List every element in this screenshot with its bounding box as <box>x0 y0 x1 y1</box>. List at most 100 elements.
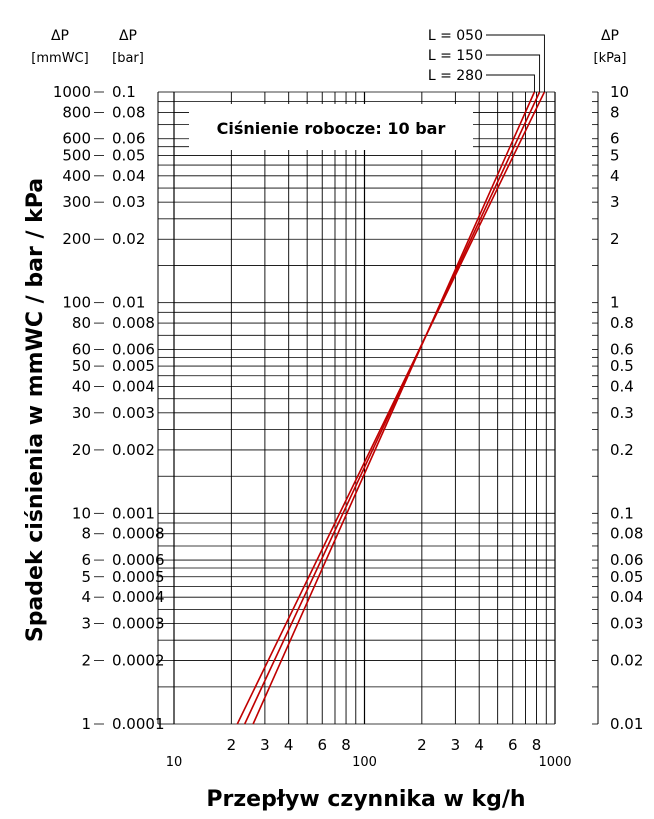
y-tick-label-bar: 0.0008 <box>112 525 165 543</box>
y-tick-label-bar: 0.01 <box>112 294 145 312</box>
header-mmwc-symbol: ΔP <box>51 28 69 44</box>
x-tick-label: 10 <box>166 755 183 770</box>
y-tick-label-kpa: 0.3 <box>610 404 634 422</box>
pressure-label-box <box>189 104 473 150</box>
curve-line <box>236 91 546 725</box>
x-tick-label: 6 <box>317 736 327 754</box>
y-tick-label-kpa: 6 <box>610 130 620 148</box>
y-axis-title: Spadek ciśnienia w mmWC / bar / kPa <box>23 178 48 642</box>
y-tick-label-kpa: 0.04 <box>610 588 643 606</box>
x-tick-label: 2 <box>417 736 427 754</box>
y-tick-label-mmwc: 10 <box>72 504 91 522</box>
y-tick-label-kpa: 0.4 <box>610 377 634 395</box>
x-tick-label: 1000 <box>538 755 571 770</box>
y-tick-label-kpa: 5 <box>610 146 620 164</box>
x-tick-label: 100 <box>352 755 377 770</box>
y-tick-label-kpa: 4 <box>610 167 620 185</box>
y-tick-label-mmwc: 1 <box>81 715 91 733</box>
y-tick-label-bar: 0.003 <box>112 404 155 422</box>
y-tick-label-mmwc: 50 <box>72 357 91 375</box>
curve-label-l150: L = 150 <box>428 48 483 64</box>
y-tick-label-kpa: 0.03 <box>610 614 643 632</box>
y-tick-label-mmwc: 2 <box>81 652 91 670</box>
x-tick-label: 3 <box>260 736 270 754</box>
y-tick-label-bar: 0.03 <box>112 193 145 211</box>
y-tick-label-kpa: 1 <box>610 294 620 312</box>
x-tick-label: 6 <box>508 736 518 754</box>
y-tick-label-bar: 0.1 <box>112 83 136 101</box>
y-tick-label-mmwc: 3 <box>81 614 91 632</box>
y-tick-label-kpa: 8 <box>610 103 620 121</box>
y-tick-label-kpa: 0.02 <box>610 652 643 670</box>
y-tick-label-kpa: 0.8 <box>610 314 634 332</box>
x-tick-label: 3 <box>451 736 461 754</box>
y-tick-labels-bar: 0.1 0.08 0.060.05 0.04 0.03 0.02 0.01 0.008 0.00… <box>112 83 165 733</box>
y-tick-label-mmwc: 80 <box>72 314 91 332</box>
x-tick-label: 8 <box>532 736 542 754</box>
y-tick-label-bar: 0.002 <box>112 441 155 459</box>
y-tick-label-kpa: 0.6 <box>610 340 634 358</box>
x-tick-label: 8 <box>341 736 351 754</box>
y-tick-label-bar: 0.0002 <box>112 652 165 670</box>
curve-leader-line <box>486 34 545 92</box>
y-tick-label-mmwc: 300 <box>62 193 91 211</box>
y-tick-label-bar: 0.0003 <box>112 614 165 632</box>
y-tick-label-mmwc: 600 <box>62 130 91 148</box>
y-tick-label-bar: 0.0006 <box>112 551 165 569</box>
curve-leader-line <box>486 54 541 92</box>
y-tick-label-bar: 0.0004 <box>112 588 165 606</box>
header-kpa-symbol: ΔP <box>601 28 619 44</box>
curve-label-leaders <box>486 34 545 92</box>
pressure-label: Ciśnienie robocze: 10 bar <box>217 119 446 138</box>
y-tick-label-mmwc: 400 <box>62 167 91 185</box>
y-tick-label-kpa: 0.06 <box>610 551 643 569</box>
y-tick-label-mmwc: 8 <box>81 525 91 543</box>
y-tick-label-bar: 0.06 <box>112 130 145 148</box>
y-tick-label-bar: 0.02 <box>112 230 145 248</box>
y-tick-label-bar: 0.004 <box>112 377 155 395</box>
axis-ticks <box>94 91 599 725</box>
x-tick-label: 4 <box>474 736 484 754</box>
y-tick-label-kpa: 2 <box>610 230 620 248</box>
y-tick-label-kpa: 3 <box>610 193 620 211</box>
y-tick-label-kpa: 0.2 <box>610 441 634 459</box>
y-tick-label-mmwc: 4 <box>81 588 91 606</box>
y-tick-label-mmwc: 60 <box>72 340 91 358</box>
y-tick-label-mmwc: 1000 <box>53 83 91 101</box>
curve-label-l280: L = 280 <box>428 68 483 84</box>
y-tick-label-bar: 0.05 <box>112 146 145 164</box>
y-tick-label-mmwc: 5 <box>81 568 91 586</box>
header-mmwc-unit: [mmWC] <box>31 51 88 66</box>
y-tick-label-kpa: 0.5 <box>610 357 634 375</box>
y-tick-label-kpa: 0.05 <box>610 568 643 586</box>
curves <box>236 91 546 725</box>
y-tick-label-kpa: 0.01 <box>610 715 643 733</box>
y-tick-label-mmwc: 800 <box>62 103 91 121</box>
y-tick-label-bar: 0.008 <box>112 314 155 332</box>
y-tick-label-mmwc: 30 <box>72 404 91 422</box>
y-tick-label-kpa: 0.08 <box>610 525 643 543</box>
curve-line <box>243 91 541 725</box>
y-tick-label-mmwc: 40 <box>72 377 91 395</box>
x-axis-title: Przepływ czynnika w kg/h <box>206 787 525 812</box>
x-tick-label: 2 <box>227 736 237 754</box>
y-tick-label-bar: 0.005 <box>112 357 155 375</box>
y-tick-label-bar: 0.04 <box>112 167 145 185</box>
y-tick-label-bar: 0.0001 <box>112 715 165 733</box>
curve-label-l050: L = 050 <box>428 28 483 44</box>
header-kpa-unit: [kPa] <box>594 51 627 66</box>
x-tick-label: 4 <box>284 736 294 754</box>
y-tick-label-bar: 0.0005 <box>112 568 165 586</box>
curve-line <box>252 91 536 725</box>
y-tick-label-kpa: 10 <box>610 83 629 101</box>
y-tick-label-bar: 0.006 <box>112 340 155 358</box>
y-tick-labels-kpa: 1086543210.80.60.50.40.30.20.10.080.060.… <box>610 83 643 733</box>
y-tick-label-mmwc: 200 <box>62 230 91 248</box>
y-tick-label-bar: 0.001 <box>112 504 155 522</box>
y-tick-label-mmwc: 6 <box>81 551 91 569</box>
y-tick-label-bar: 0.08 <box>112 103 145 121</box>
y-tick-label-mmwc: 20 <box>72 441 91 459</box>
